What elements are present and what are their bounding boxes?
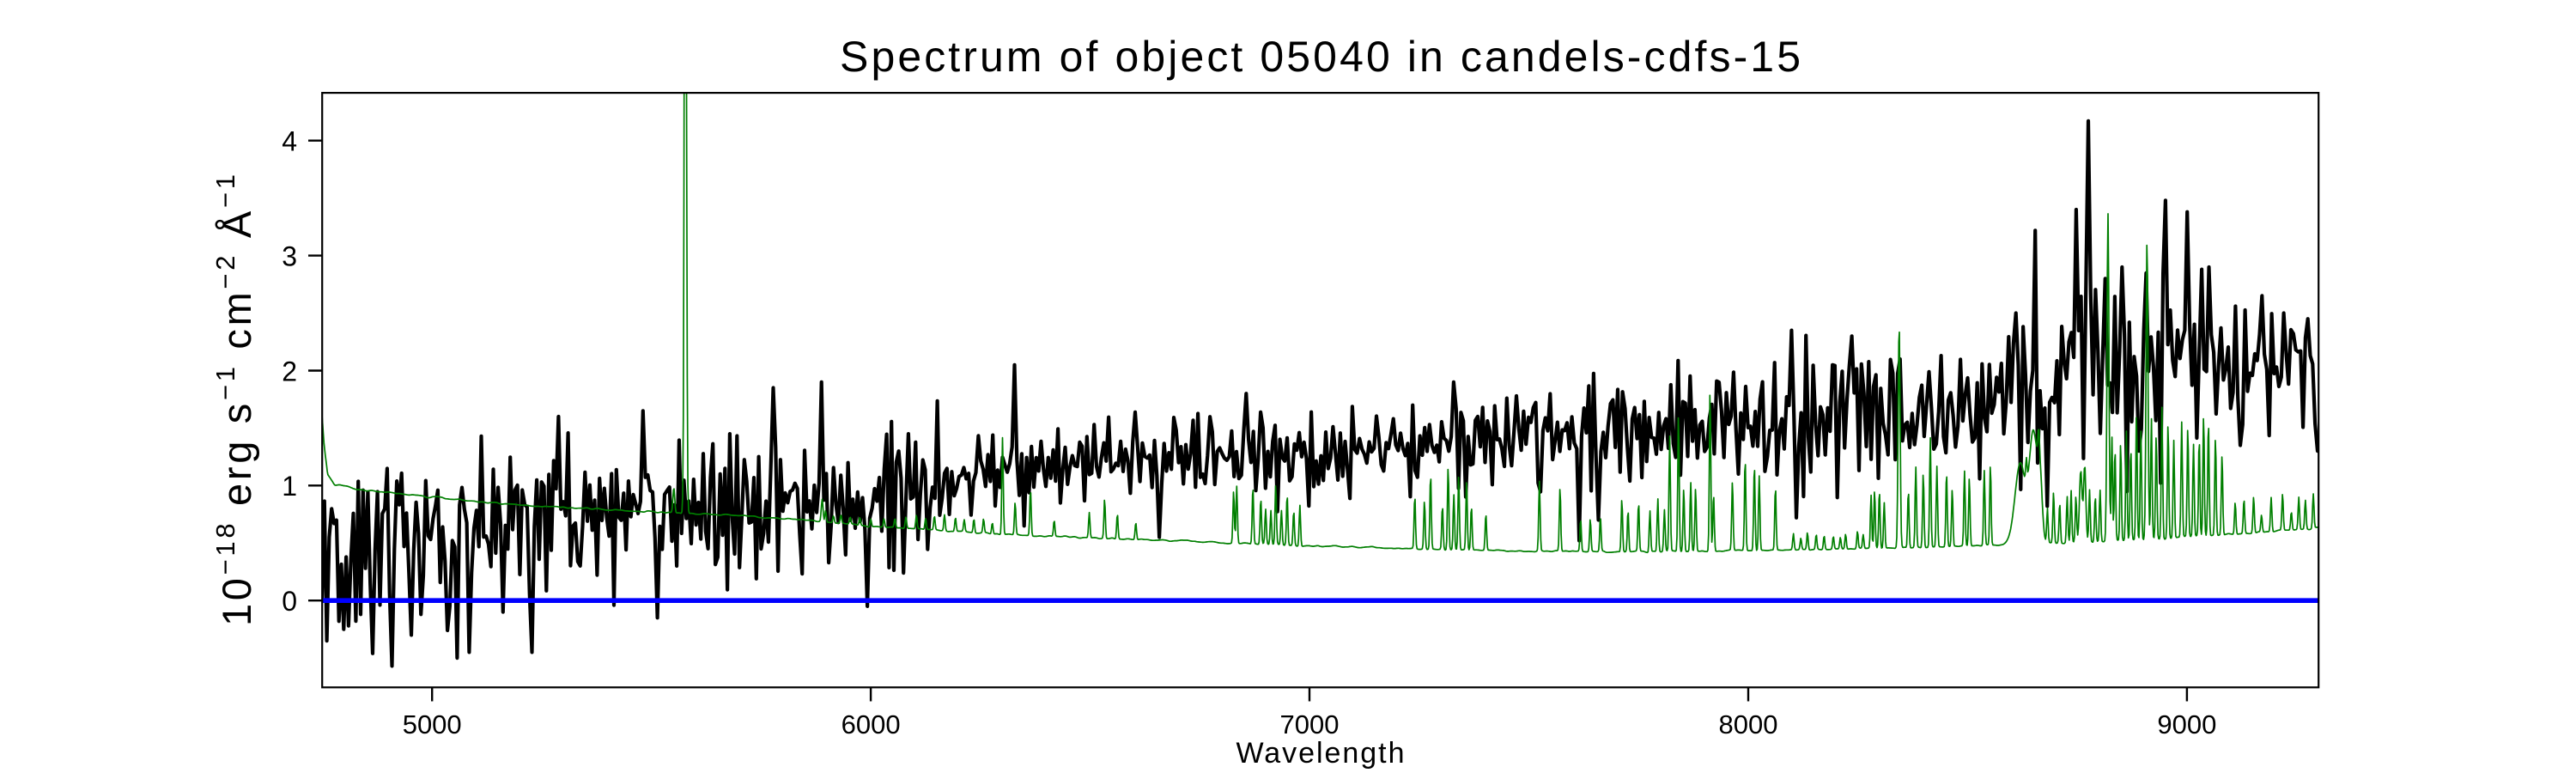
svg-text:6000: 6000 (841, 709, 901, 740)
svg-text:7000: 7000 (1280, 709, 1340, 740)
svg-text:3: 3 (282, 240, 297, 271)
svg-text:Wavelength: Wavelength (1236, 737, 1405, 770)
svg-text:8000: 8000 (1719, 709, 1778, 740)
svg-text:0: 0 (282, 586, 297, 617)
svg-text:5000: 5000 (403, 709, 462, 740)
svg-text:9000: 9000 (2157, 709, 2216, 740)
svg-text:1: 1 (282, 471, 297, 502)
svg-text:4: 4 (282, 126, 297, 157)
svg-text:Spectrum of object 05040 in ca: Spectrum of object 05040 in candels-cdfs… (840, 33, 1801, 81)
svg-text:2: 2 (282, 356, 297, 386)
